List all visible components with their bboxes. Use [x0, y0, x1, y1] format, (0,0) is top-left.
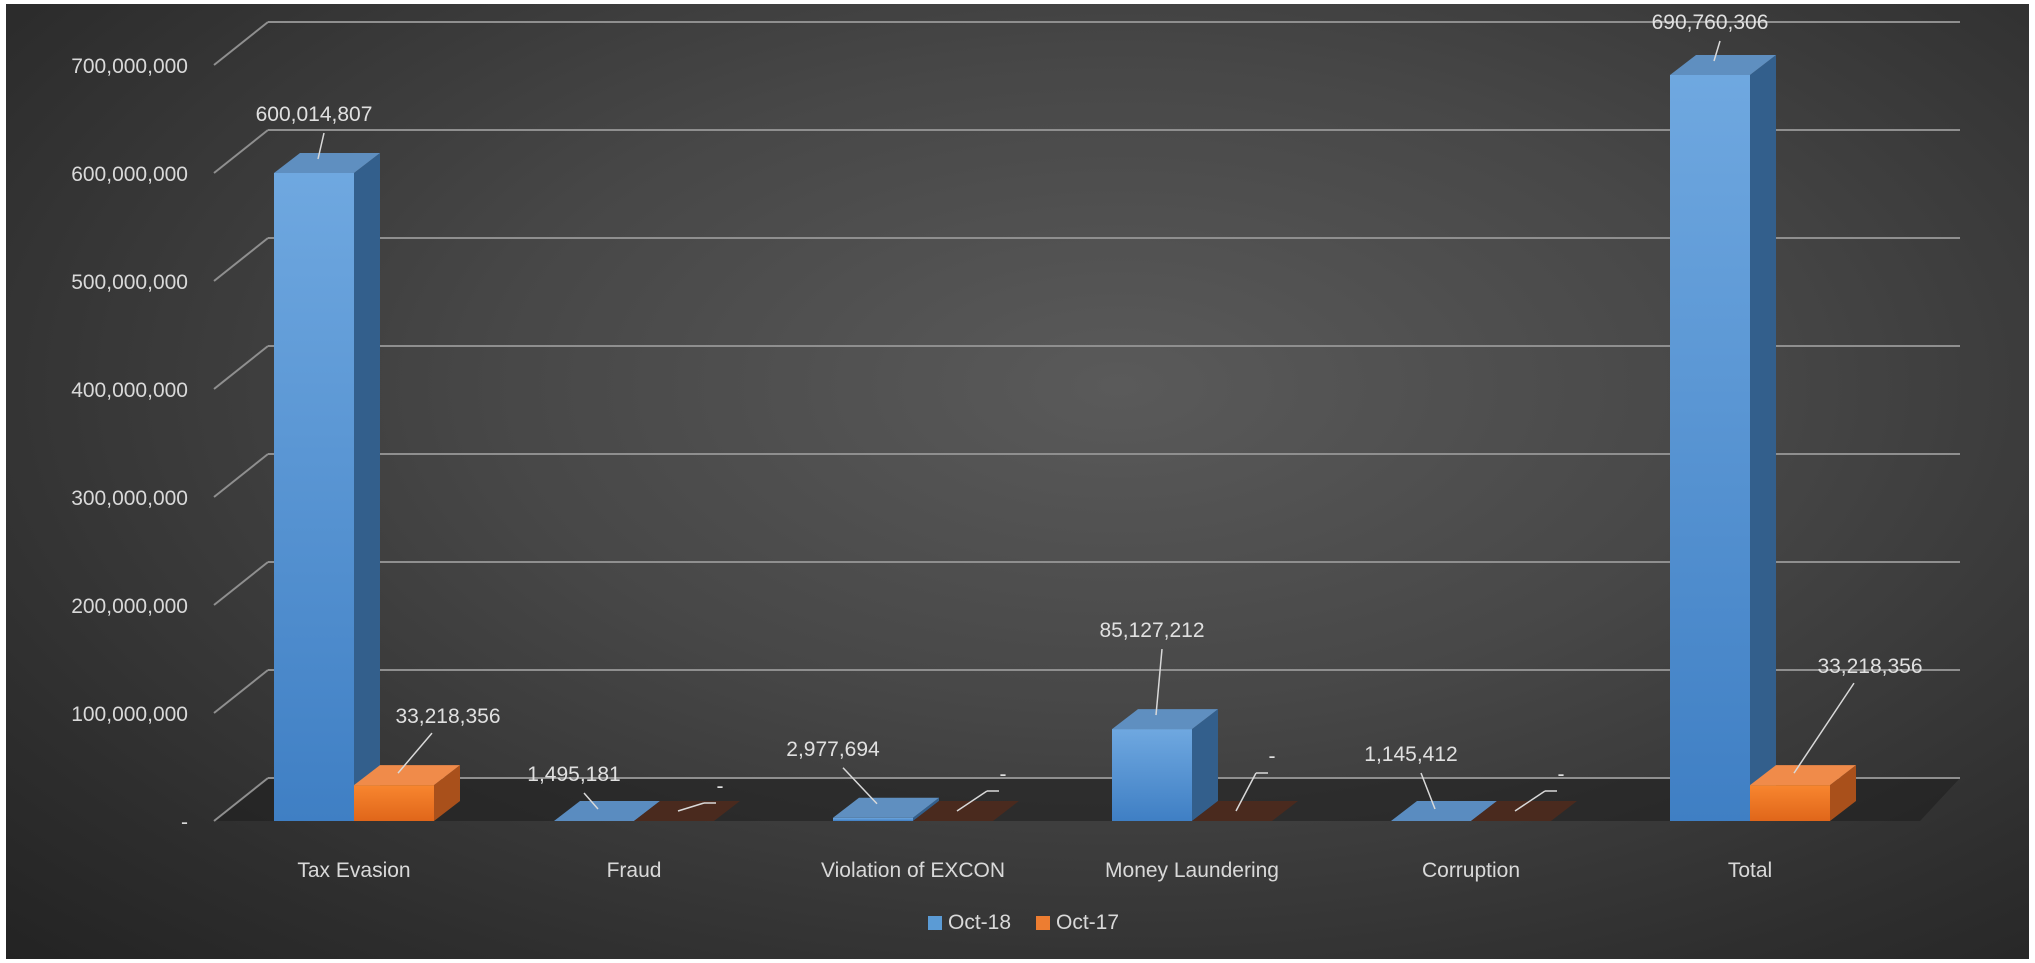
data-label-oct18: 1,145,412: [1364, 743, 1457, 766]
gridline-diagonal: [213, 777, 269, 822]
bar-oct18: [274, 152, 380, 821]
label-leader: [677, 802, 705, 812]
y-tick-label: 600,000,000: [71, 163, 188, 186]
data-label-oct18: 690,760,306: [1652, 11, 1769, 34]
bar-oct18: [1112, 709, 1218, 821]
bar-oct18-front: [833, 817, 913, 821]
data-label-oct17: -: [1558, 763, 1565, 786]
bar-oct18-top: [1112, 709, 1218, 730]
bar-oct18-top: [274, 152, 380, 173]
bar-oct18: [554, 801, 660, 821]
label-leader: [583, 792, 599, 810]
label-leader: [956, 790, 988, 812]
gridline-diagonal: [213, 345, 269, 390]
bar-oct17-plate: [634, 801, 740, 821]
bar-oct17-top: [1750, 765, 1856, 786]
data-label-oct18: 2,977,694: [786, 738, 880, 761]
legend-swatch: [1036, 916, 1050, 930]
y-tick-label: 700,000,000: [71, 55, 188, 78]
bar-oct17-plate: [1192, 801, 1298, 821]
bar-oct18: [833, 797, 939, 821]
data-label-oct17: -: [1000, 763, 1007, 786]
data-label-oct18: 85,127,212: [1099, 619, 1204, 642]
bar-oct17-top: [354, 765, 460, 786]
bar-oct17: [1192, 801, 1298, 821]
label-leader: [1155, 648, 1163, 716]
label-leader: [1713, 40, 1721, 62]
bar-oct18: [1670, 54, 1776, 821]
bar-oct18-front: [1112, 729, 1192, 821]
label-leader: [317, 132, 325, 160]
data-label-oct17: -: [1269, 745, 1276, 768]
bar-oct17-plate: [913, 801, 1019, 821]
bar-oct17-side: [1830, 765, 1856, 821]
data-label-oct18: 600,014,807: [256, 103, 373, 126]
label-leader: [842, 767, 878, 805]
label-leader: [397, 732, 433, 774]
y-tick-label: 400,000,000: [71, 379, 188, 402]
gridline-diagonal: [213, 21, 269, 66]
gridline-diagonal: [213, 237, 269, 282]
data-label-oct17: 33,218,356: [1817, 655, 1922, 678]
y-tick-label: 300,000,000: [71, 487, 188, 510]
x-tick-label: Tax Evasion: [297, 859, 410, 882]
bar-oct18-front: [274, 172, 354, 821]
x-tick-label: Violation of EXCON: [821, 859, 1005, 882]
y-tick-label: 100,000,000: [71, 703, 188, 726]
bar-oct18-side: [913, 797, 939, 821]
label-leader: [1793, 682, 1855, 774]
bar-oct18-plate: [1391, 801, 1497, 821]
bar-oct18: [1391, 801, 1497, 821]
bar-oct18-plate: [554, 801, 660, 821]
label-leader: [1514, 790, 1546, 812]
bar-oct18-front: [1670, 74, 1750, 821]
data-label-oct18: 1,495,181: [527, 763, 620, 786]
bar-oct18-side: [354, 152, 380, 821]
label-leader: [1235, 772, 1257, 812]
legend-swatch: [928, 916, 942, 930]
data-label-oct17: -: [717, 775, 724, 798]
y-tick-label: -: [181, 811, 188, 834]
bar-oct18-top: [833, 797, 939, 818]
chart-area: - 100,000,000 200,000,000 300,000,000 400,00…: [6, 4, 2029, 959]
bar-oct17-plate: [1471, 801, 1577, 821]
bar-oct17-front: [354, 785, 434, 821]
y-tick-label: 500,000,000: [71, 271, 188, 294]
legend-label: Oct-17: [1056, 911, 1119, 934]
bar-oct18-top: [1670, 54, 1776, 75]
legend-label: Oct-18: [948, 911, 1011, 934]
x-tick-label: Total: [1728, 859, 1772, 882]
label-leader: [1420, 772, 1436, 810]
bar-oct17: [1471, 801, 1577, 821]
bar-oct17: [913, 801, 1019, 821]
bar-oct18-side: [1750, 54, 1776, 821]
bar-oct18-side: [1192, 709, 1218, 821]
gridline-diagonal: [213, 129, 269, 174]
x-tick-label: Corruption: [1422, 859, 1520, 882]
y-tick-label: 200,000,000: [71, 595, 188, 618]
gridline-diagonal: [213, 669, 269, 714]
x-tick-label: Fraud: [607, 859, 662, 882]
bar-oct17: [1750, 765, 1856, 821]
data-label-oct17: 33,218,356: [395, 705, 500, 728]
gridline-diagonal: [213, 561, 269, 606]
x-tick-label: Money Laundering: [1105, 859, 1279, 882]
bar-oct17: [354, 765, 460, 821]
bar-oct17-front: [1750, 785, 1830, 821]
bar-chart: - 100,000,000 200,000,000 300,000,000 400,00…: [71, 11, 1960, 934]
bar-oct17-side: [434, 765, 460, 821]
gridline-diagonal: [213, 453, 269, 498]
bar-oct17: [634, 801, 740, 821]
